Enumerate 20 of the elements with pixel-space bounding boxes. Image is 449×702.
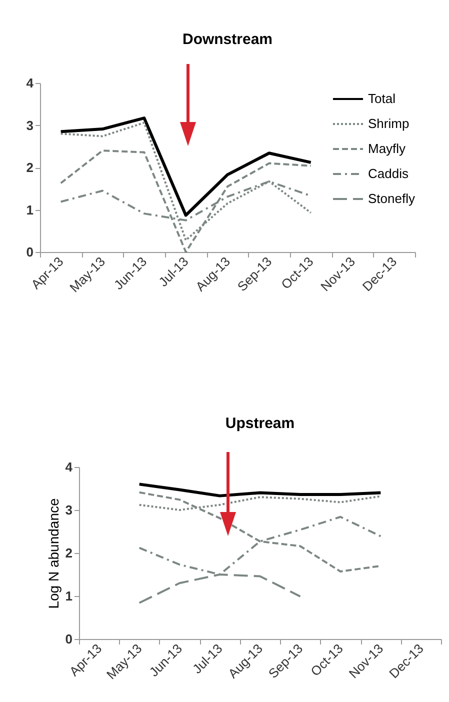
chart-title: Downstream [182,31,273,48]
legend-label: Stonefly [368,191,416,206]
legend-label: Total [368,91,396,106]
line-series [59,116,312,217]
legend-label: Mayfly [368,141,406,156]
line-series [138,482,382,498]
y-tick-label: 0 [65,632,72,646]
y-tick-label: 4 [65,460,74,474]
chart-title: Upstream [225,415,295,432]
y-tick-label: 3 [65,502,72,518]
y-tick-label: 1 [65,588,72,604]
legend-label: Shrimp [368,116,410,131]
y-tick-label: 2 [65,546,72,560]
y-tick-label: 0 [26,244,34,260]
y-tick-label: 2 [26,160,34,175]
legend-label: Caddis [368,166,409,181]
y-tick-label: 3 [26,118,34,133]
y-tick-label: 4 [26,76,34,90]
y-tick-label: 1 [26,202,34,218]
y-axis-title: Log N abundance [45,498,62,609]
